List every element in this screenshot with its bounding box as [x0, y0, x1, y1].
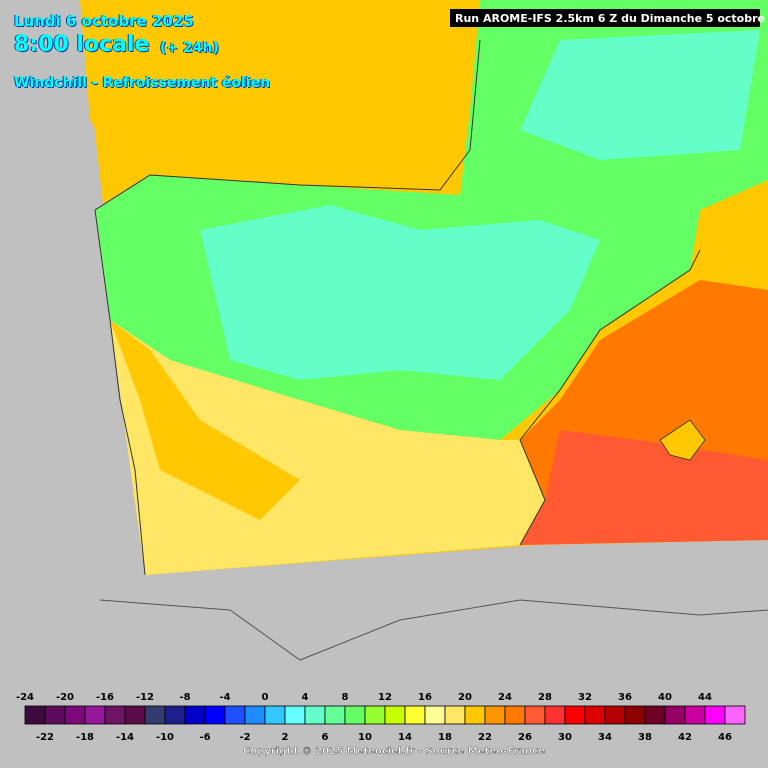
legend-label: 26 — [518, 732, 532, 743]
legend-swatch — [624, 705, 646, 725]
legend-swatch — [344, 705, 366, 725]
legend-label: -8 — [179, 692, 190, 703]
legend-swatch — [644, 705, 666, 725]
legend-swatch — [604, 705, 626, 725]
legend-label: -2 — [239, 732, 250, 743]
legend-label: 10 — [358, 732, 372, 743]
legend-label: 2 — [282, 732, 289, 743]
legend-swatch — [144, 705, 166, 725]
legend-swatch — [484, 705, 506, 725]
legend-swatch — [564, 705, 586, 725]
run-banner — [450, 9, 760, 27]
legend-swatch — [104, 705, 126, 725]
legend-label: 38 — [638, 732, 652, 743]
legend-label: 30 — [558, 732, 572, 743]
coastline-east — [519, 249, 701, 546]
legend-label: 36 — [618, 692, 632, 703]
legend-label: 14 — [398, 732, 412, 743]
legend-swatch — [124, 705, 146, 725]
legend-swatch — [424, 705, 446, 725]
time: 8:00 locale — [14, 32, 150, 57]
legend-swatch — [704, 705, 726, 725]
legend-swatch — [64, 705, 86, 725]
legend-swatch — [504, 705, 526, 725]
legend-label: 34 — [598, 732, 612, 743]
legend-swatch — [164, 705, 186, 725]
legend-swatch — [584, 705, 606, 725]
offset: (+ 24h) — [160, 40, 219, 56]
copyright: Copyright © 2025 Meteociel.fr - Source M… — [243, 746, 545, 757]
legend-label: -20 — [56, 692, 74, 703]
legend-swatch — [84, 705, 106, 725]
legend-label: 18 — [438, 732, 452, 743]
legend-swatch — [184, 705, 206, 725]
legend-swatch — [664, 705, 686, 725]
coastline — [94, 39, 481, 576]
legend-swatch — [324, 705, 346, 725]
legend: -24-22-20-18-16-14-12-10-8-6-4-202468101… — [16, 692, 746, 743]
legend-label: -14 — [116, 732, 134, 743]
legend-label: 44 — [698, 692, 712, 703]
legend-swatch — [244, 705, 266, 725]
legend-label: 28 — [538, 692, 552, 703]
land-south-yellow — [110, 320, 555, 575]
legend-swatch — [204, 705, 226, 725]
legend-label: 20 — [458, 692, 472, 703]
legend-label: 6 — [322, 732, 329, 743]
date: Lundi 6 octobre 2025 — [14, 12, 194, 30]
legend-label: 22 — [478, 732, 492, 743]
land-north-cyan — [520, 30, 760, 160]
legend-swatch — [304, 705, 326, 725]
sea-north — [80, 0, 480, 190]
parameter: Windchill - Refroissement éolien — [14, 75, 271, 91]
legend-label: 12 — [378, 692, 392, 703]
legend-label: -4 — [219, 692, 230, 703]
legend-swatch — [544, 705, 566, 725]
legend-swatch — [364, 705, 386, 725]
legend-label: 8 — [342, 692, 349, 703]
legend-swatch — [444, 705, 466, 725]
legend-swatch — [404, 705, 426, 725]
legend-swatch — [524, 705, 546, 725]
legend-swatch — [224, 705, 246, 725]
legend-label: -10 — [156, 732, 174, 743]
legend-label: -16 — [96, 692, 114, 703]
run-info: Run AROME-IFS 2.5km 6 Z du Dimanche 5 oc… — [455, 12, 768, 25]
legend-label: 32 — [578, 692, 592, 703]
legend-label: 24 — [498, 692, 512, 703]
legend-label: -6 — [199, 732, 210, 743]
legend-swatch — [684, 705, 706, 725]
legend-label: -18 — [76, 732, 94, 743]
balearic-island — [659, 419, 706, 461]
land-southwest-orange — [110, 320, 300, 520]
legend-label: 16 — [418, 692, 432, 703]
land-cyan — [200, 205, 600, 380]
legend-swatch — [724, 705, 746, 725]
legend-swatch — [384, 705, 406, 725]
legend-swatch — [44, 705, 66, 725]
legend-swatch — [284, 705, 306, 725]
legend-swatch — [24, 705, 46, 725]
legend-label: -12 — [136, 692, 154, 703]
legend-swatch — [264, 705, 286, 725]
legend-label: 4 — [302, 692, 309, 703]
coastline-africa — [99, 599, 768, 661]
legend-label: -22 — [36, 732, 54, 743]
legend-label: 40 — [658, 692, 672, 703]
legend-label: 42 — [678, 732, 692, 743]
legend-label: -24 — [16, 692, 34, 703]
legend-label: 46 — [718, 732, 732, 743]
legend-swatch — [464, 705, 486, 725]
sea-southeast — [520, 430, 768, 545]
legend-label: 0 — [262, 692, 269, 703]
